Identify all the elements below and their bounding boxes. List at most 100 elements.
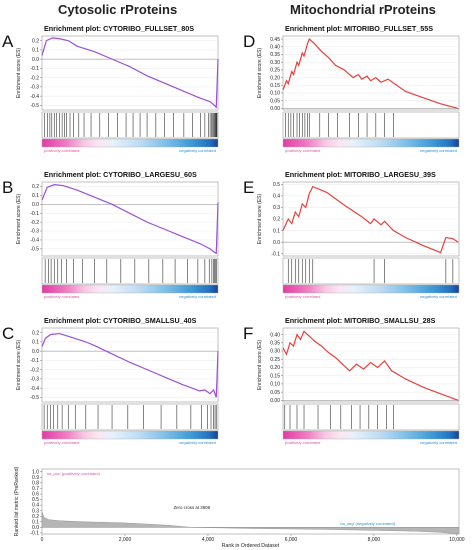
negatively-correlated-label: negatively correlated xyxy=(420,440,457,445)
y-axis-label: Enrichment score (ES) xyxy=(16,340,22,391)
y-axis-label: Enrichment score (ES) xyxy=(257,340,263,391)
y-tick-label: 0.10 xyxy=(270,91,280,97)
hits-frame xyxy=(41,403,219,431)
y-tick-label: -0.3 xyxy=(30,377,39,383)
panel-F: F Enrichment plot: MITORIBO_SMALLSU_28S 0.… xyxy=(243,316,460,445)
y-tick-label: 0.4 xyxy=(32,503,39,509)
y-tick-label: 0.7 xyxy=(32,486,39,492)
y-tick-label: -0.2 xyxy=(30,75,39,81)
x-tick-label: 4,000 xyxy=(202,537,215,543)
y-tick-label: -0.2 xyxy=(30,220,39,226)
y-tick-label: 0.0 xyxy=(32,349,39,355)
y-tick-label: 0.45 xyxy=(270,37,280,43)
es-plot-frame xyxy=(41,327,219,403)
y-tick-label: 0.3 xyxy=(273,205,280,211)
na-pos-label: 'na_pos' (positively correlated) xyxy=(46,471,100,476)
negatively-correlated-label: negatively correlated xyxy=(179,294,216,299)
y-tick-label: 0.15 xyxy=(270,83,280,89)
plot-title: Enrichment plot: MITORIBO_FULLSET_55S xyxy=(285,24,433,33)
y-tick-label: 0.6 xyxy=(32,492,39,498)
panel-letter: B xyxy=(2,178,13,197)
y-axis-label: Enrichment score (ES) xyxy=(257,48,263,99)
es-curve xyxy=(282,185,459,254)
column-title-cytosolic: Cytosolic rProteins xyxy=(58,2,177,17)
y-tick-label: 0.20 xyxy=(270,365,280,371)
y-tick-label: 0.2 xyxy=(32,330,39,336)
y-tick-label: -0.4 xyxy=(30,386,39,392)
plot-title: Enrichment plot: CYTORIBO_LARGESU_60S xyxy=(44,170,197,179)
y-tick-label: 0.0 xyxy=(32,525,39,531)
y-tick-label: 0.1 xyxy=(32,519,39,525)
y-tick-label: 0.35 xyxy=(270,52,280,58)
panel-B: B Enrichment plot: CYTORIBO_LARGESU_60S 0.… xyxy=(2,170,219,299)
hits-frame xyxy=(282,257,460,285)
y-axis-label: Ranked list metric (PreRanked) xyxy=(14,466,20,536)
panels: A Enrichment plot: CYTORIBO_FULLSET_80S 0.… xyxy=(2,24,460,445)
y-tick-label: 0.25 xyxy=(270,68,280,74)
panel-C: C Enrichment plot: CYTORIBO_SMALLSU_40S 0.… xyxy=(2,316,219,445)
positively-correlated-label: positively correlated xyxy=(285,294,320,299)
panel-letter: D xyxy=(243,32,255,51)
y-tick-label: 0.0 xyxy=(32,202,39,208)
y-tick-label: 0.2 xyxy=(32,184,39,190)
y-tick-label: 0.1 xyxy=(32,48,39,54)
y-tick-label: -0.5 xyxy=(30,395,39,401)
y-tick-label: 0.9 xyxy=(32,475,39,481)
y-tick-label: 0.00 xyxy=(270,106,280,112)
y-tick-label: 0.1 xyxy=(273,228,280,234)
y-tick-label: 0.05 xyxy=(270,390,280,396)
na-neg-label: 'na_neg' (negatively correlated) xyxy=(339,521,395,526)
plot-title: Enrichment plot: MITORIBO_SMALLSU_28S xyxy=(285,316,436,325)
y-tick-label: -0.5 xyxy=(30,247,39,253)
y-tick-label: 0.35 xyxy=(270,341,280,347)
es-curve xyxy=(282,38,459,110)
panel-E: E Enrichment plot: MITORIBO_LARGESU_39S 0.… xyxy=(243,170,460,299)
x-tick-label: 8,000 xyxy=(368,537,381,543)
x-axis-label: Rank in Ordered Dataset xyxy=(222,543,280,549)
y-tick-label: -0.3 xyxy=(30,85,39,91)
y-axis-label: Enrichment score (ES) xyxy=(16,48,22,99)
plot-title: Enrichment plot: CYTORIBO_FULLSET_80S xyxy=(44,24,194,33)
y-tick-label: -0.5 xyxy=(30,103,39,109)
y-tick-label: 0.2 xyxy=(273,217,280,223)
y-axis-label: Enrichment score (ES) xyxy=(257,194,263,245)
es-curve xyxy=(41,37,219,109)
y-tick-label: 0.2 xyxy=(32,514,39,520)
panel-letter: C xyxy=(2,324,14,343)
y-tick-label: 0.5 xyxy=(273,182,280,188)
plot-title: Enrichment plot: CYTORIBO_SMALLSU_40S xyxy=(44,316,197,325)
hits-frame xyxy=(41,111,219,139)
y-tick-label: 0.30 xyxy=(270,349,280,355)
es-curve xyxy=(41,332,219,398)
y-tick-label: 0.8 xyxy=(32,480,39,486)
negatively-correlated-label: negatively correlated xyxy=(179,440,216,445)
y-tick-label: 0.3 xyxy=(32,508,39,514)
y-tick-label: -0.1 xyxy=(271,251,280,257)
x-tick-label: 2,000 xyxy=(119,537,132,543)
positively-correlated-label: positively correlated xyxy=(285,440,320,445)
es-plot-frame xyxy=(282,35,460,111)
y-tick-label: 0.1 xyxy=(32,340,39,346)
y-axis-label: Enrichment score (ES) xyxy=(16,194,22,245)
positively-correlated-label: positively correlated xyxy=(44,294,79,299)
es-plot-frame xyxy=(41,181,219,257)
correlation-bar xyxy=(41,284,219,294)
y-tick-label: -0.2 xyxy=(30,367,39,373)
panel-letter: F xyxy=(243,324,253,343)
y-tick-label: 0.05 xyxy=(270,98,280,104)
negatively-correlated-label: negatively correlated xyxy=(179,148,216,153)
y-tick-label: 0.0 xyxy=(273,240,280,246)
negatively-correlated-label: negatively correlated xyxy=(420,294,457,299)
plot-title: Enrichment plot: MITORIBO_LARGESU_39S xyxy=(285,170,436,179)
es-curve xyxy=(282,330,459,401)
y-tick-label: -0.1 xyxy=(30,66,39,72)
y-tick-label: 0.4 xyxy=(273,194,280,200)
y-tick-label: 0.25 xyxy=(270,357,280,363)
y-tick-label: 0.20 xyxy=(270,75,280,81)
correlation-bar xyxy=(282,430,460,440)
y-tick-label: 0.40 xyxy=(270,332,280,338)
y-tick-label: -0.1 xyxy=(30,211,39,217)
y-tick-label: 0.00 xyxy=(270,398,280,404)
x-tick-label: 6,000 xyxy=(285,537,298,543)
